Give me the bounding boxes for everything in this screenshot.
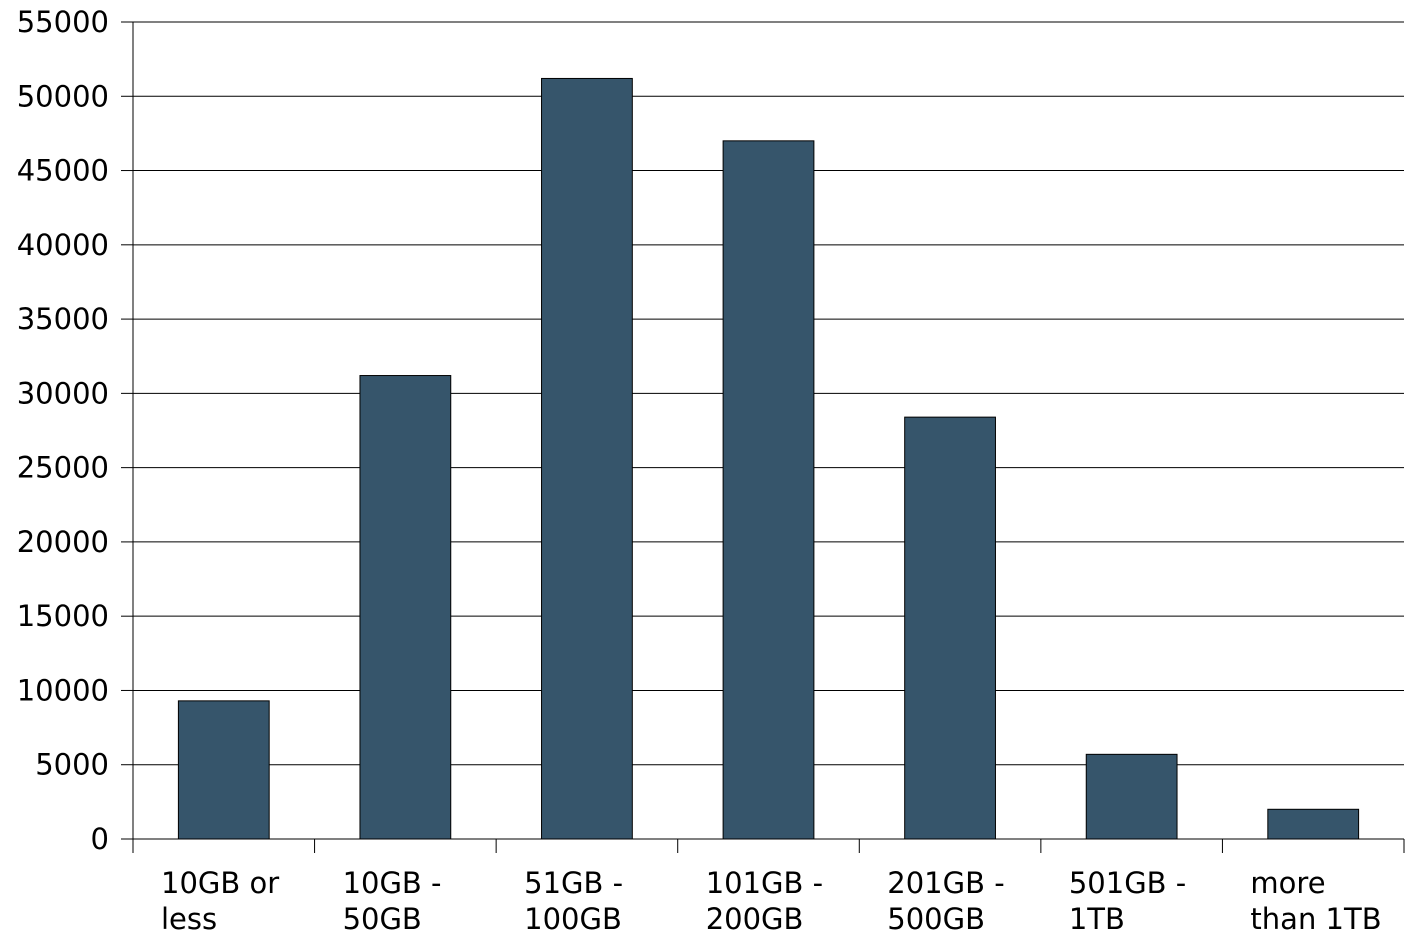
y-tick-label: 0 bbox=[91, 822, 109, 856]
y-tick-label: 5000 bbox=[35, 748, 109, 782]
y-tick-label: 50000 bbox=[17, 79, 109, 113]
x-tick-label-line: 200GB bbox=[706, 902, 804, 936]
bar bbox=[1267, 808, 1360, 840]
y-tick-label: 55000 bbox=[17, 5, 109, 39]
bar bbox=[177, 700, 270, 840]
y-tick-labels: 0 5000 10000 15000 20000 25000 30000 35000 40000… bbox=[17, 5, 109, 856]
x-tick-label-line: 10GB or bbox=[161, 866, 279, 900]
x-tick-label-line: 101GB - bbox=[706, 866, 823, 900]
x-tick-label: 10GB -50GB bbox=[343, 866, 442, 936]
x-tick-label-line: 10GB - bbox=[343, 866, 442, 900]
bar bbox=[722, 140, 815, 840]
x-tick-label-line: than 1TB bbox=[1250, 902, 1381, 936]
y-tick-label: 15000 bbox=[17, 599, 109, 633]
x-tick-label-line: 201GB - bbox=[887, 866, 1004, 900]
x-tick-label: more than 1TB bbox=[1250, 866, 1381, 936]
x-tick-label: 10GB or less bbox=[161, 866, 279, 936]
bar bbox=[359, 375, 452, 840]
y-tick-label: 30000 bbox=[17, 376, 109, 410]
x-tick-label: 501GB -1TB bbox=[1069, 866, 1186, 936]
x-tick-label-line: less bbox=[161, 902, 217, 936]
x-tick-label-line: 50GB bbox=[343, 902, 422, 936]
y-tick-label: 20000 bbox=[17, 525, 109, 559]
y-tick-label: 35000 bbox=[17, 302, 109, 336]
y-tick-label: 10000 bbox=[17, 673, 109, 707]
bars bbox=[177, 77, 1360, 840]
x-tick-label: 51GB -100GB bbox=[524, 866, 623, 936]
x-tick-label: 101GB -200GB bbox=[706, 866, 823, 936]
x-tick-label-line: 500GB bbox=[887, 902, 985, 936]
axes bbox=[132, 22, 1405, 853]
x-tick-label-line: 51GB - bbox=[524, 866, 623, 900]
x-tick-label-line: more bbox=[1250, 866, 1325, 900]
bar bbox=[904, 416, 996, 840]
y-tick-label: 40000 bbox=[17, 228, 109, 262]
x-tick-label-line: 501GB - bbox=[1069, 866, 1186, 900]
bar bbox=[1085, 753, 1178, 840]
x-tick-label: 201GB -500GB bbox=[887, 866, 1004, 936]
y-tick-label: 25000 bbox=[17, 451, 109, 485]
x-tick-label-line: 1TB bbox=[1069, 902, 1125, 936]
y-tick-label: 45000 bbox=[17, 154, 109, 188]
x-tick-label-line: 100GB bbox=[524, 902, 622, 936]
bar bbox=[541, 77, 633, 840]
